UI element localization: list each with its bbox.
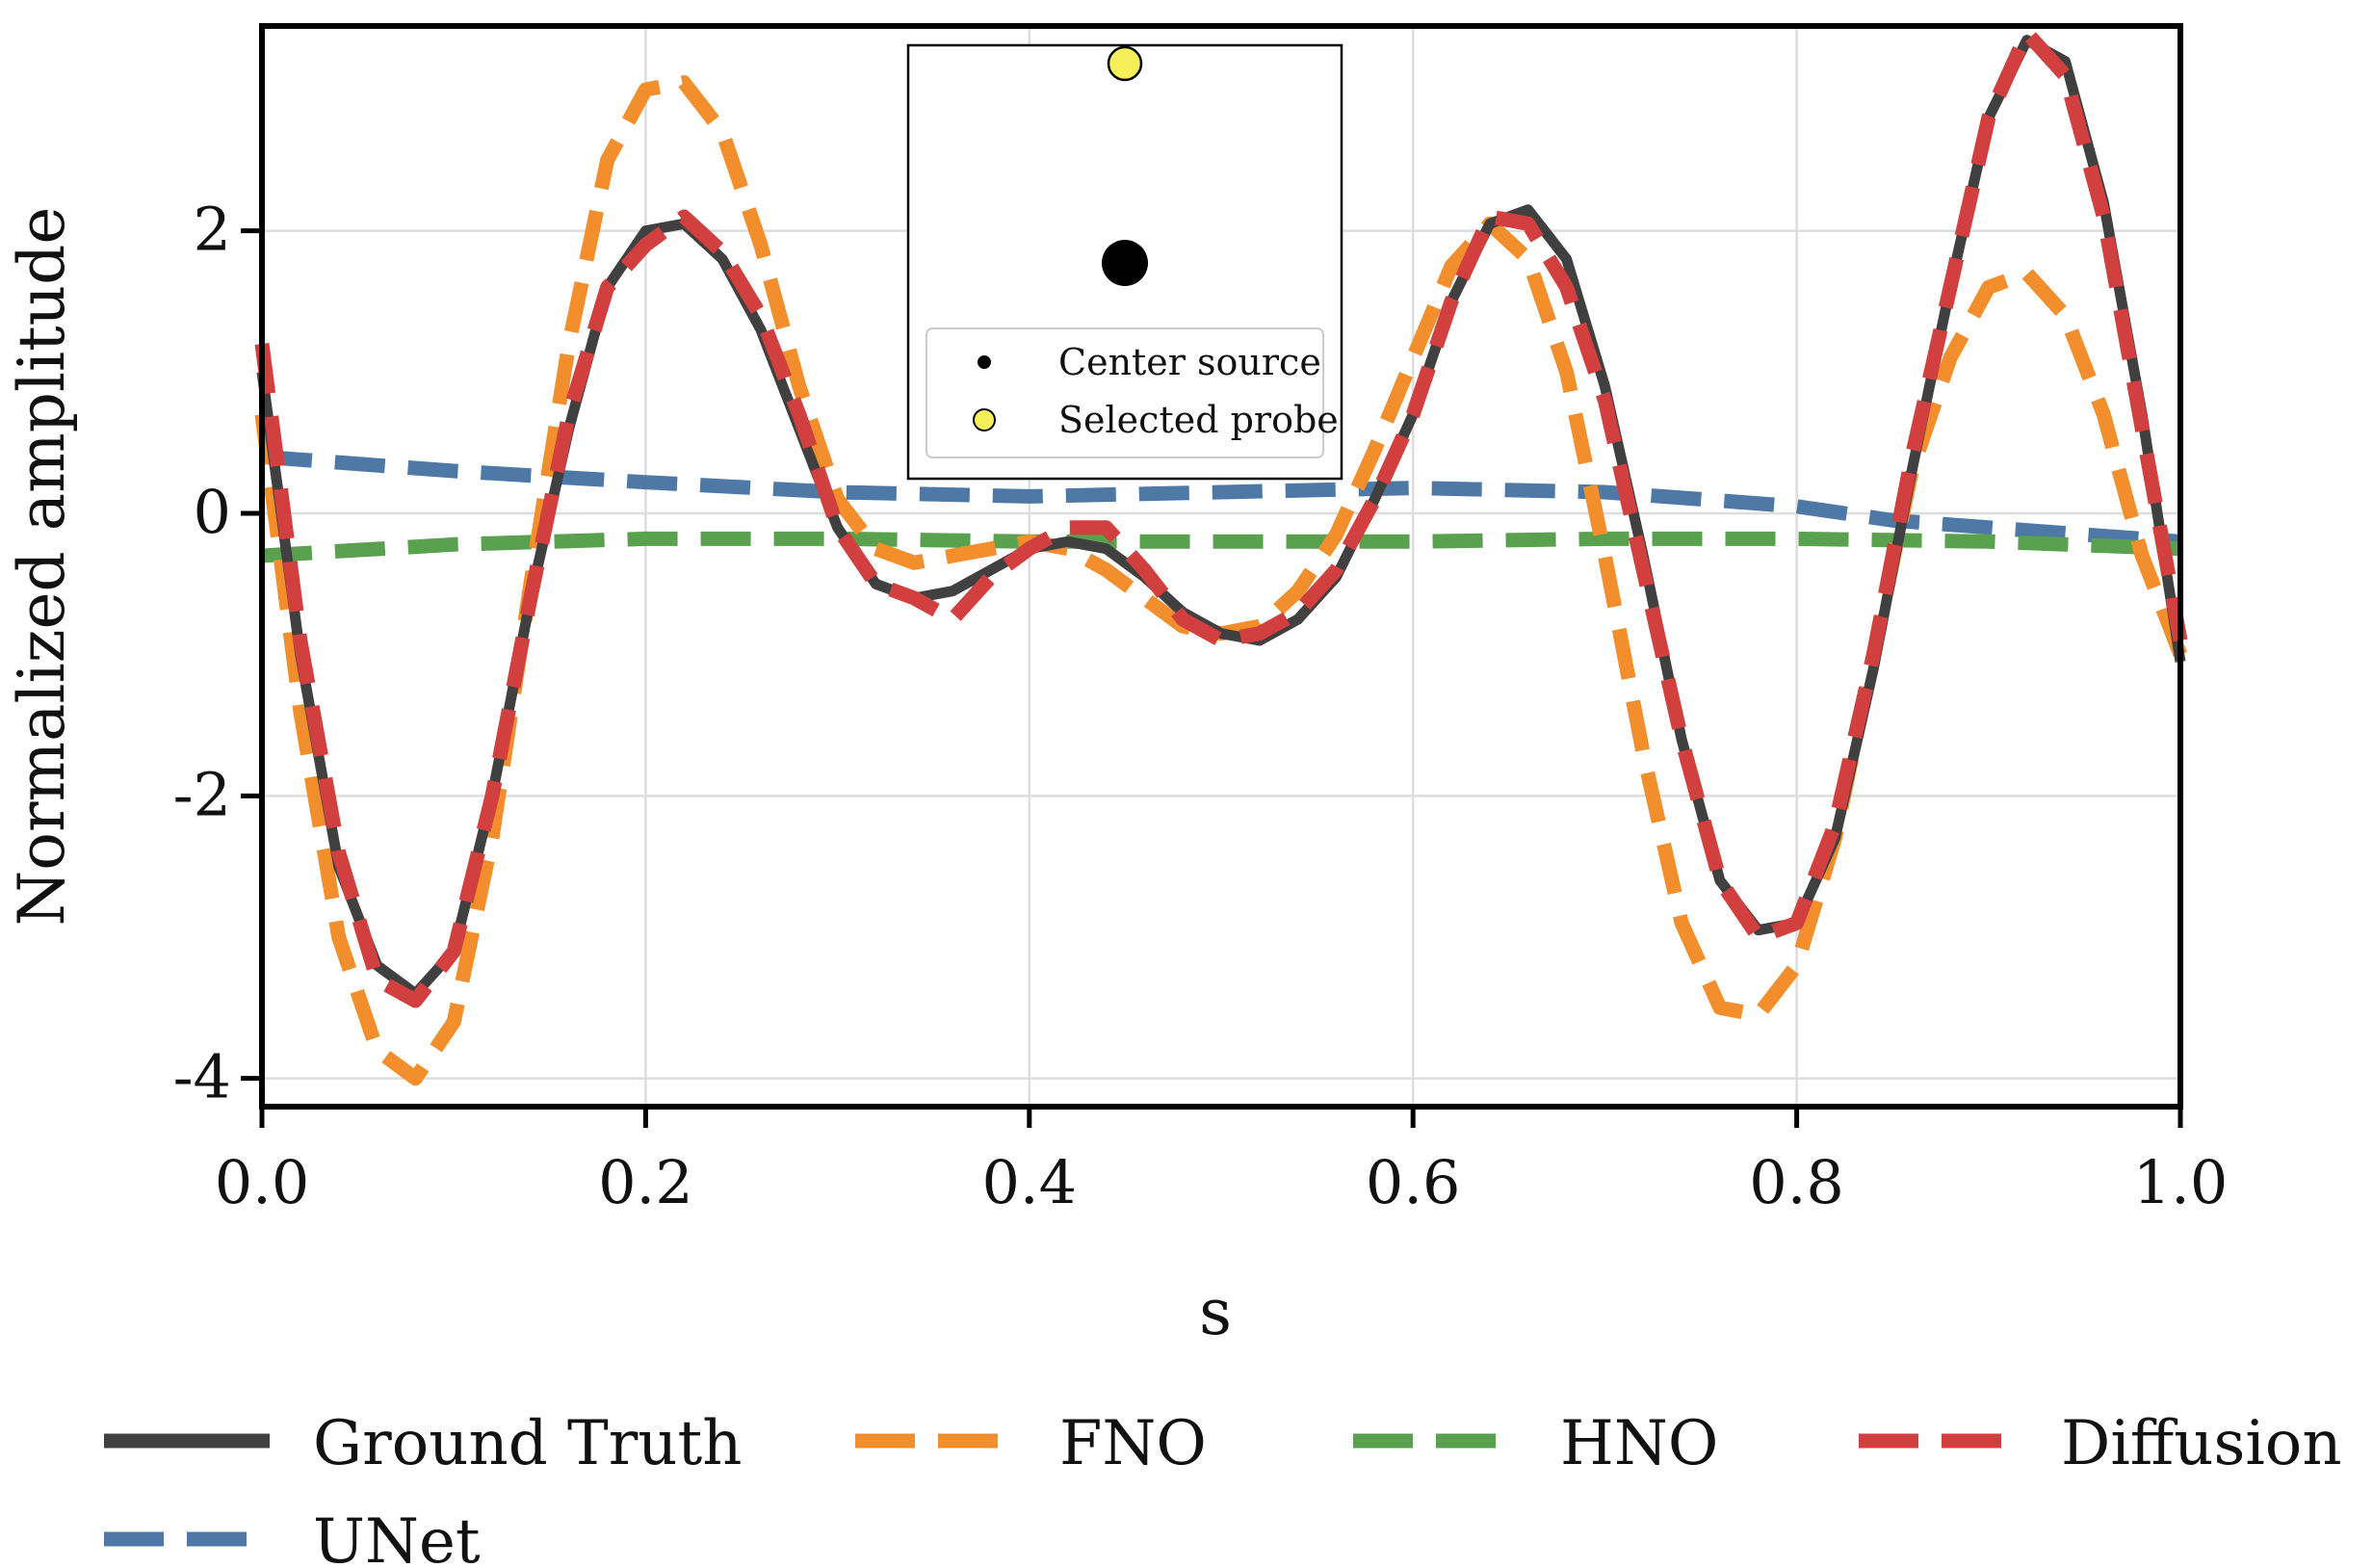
legend-label-ground-truth: Ground Truth [313,1408,742,1479]
x-tick-label: 0.8 [1749,1147,1844,1217]
y-tick-label: 0 [194,477,231,547]
center-source-label: Center source [1058,341,1321,383]
legend-label-diffusion: Diffusion [2061,1408,2342,1479]
selected-probe-marker [1108,47,1141,80]
x-tick-label: 0.2 [598,1147,693,1217]
x-tick-label: 0.0 [215,1147,310,1217]
y-tick-label: 2 [194,195,231,265]
x-tick-label: 0.4 [981,1147,1077,1217]
legend-label-unet: UNet [313,1506,481,1568]
x-tick-label: 0.6 [1366,1147,1461,1217]
legend-label-hno: HNO [1560,1408,1718,1479]
center-source-legend-icon [978,355,991,369]
line-chart: 0.0 0.2 0.4 0.6 0.8 1.0 -4 -2 0 2 s Normalized am… [0,0,2373,1568]
legend-label-fno: FNO [1059,1408,1207,1479]
y-axis-label: Normalized amplitude [5,207,79,927]
center-source-marker [1102,240,1148,286]
y-tick-label: -4 [173,1042,231,1112]
selected-probe-label: Selected probe [1058,399,1339,441]
y-tick-label: -2 [173,759,231,829]
selected-probe-legend-icon [974,409,995,431]
inset-panel: Center source Selected probe [908,45,1342,479]
x-tick-label: 1.0 [2133,1147,2229,1217]
x-axis-label: s [1199,1275,1232,1349]
